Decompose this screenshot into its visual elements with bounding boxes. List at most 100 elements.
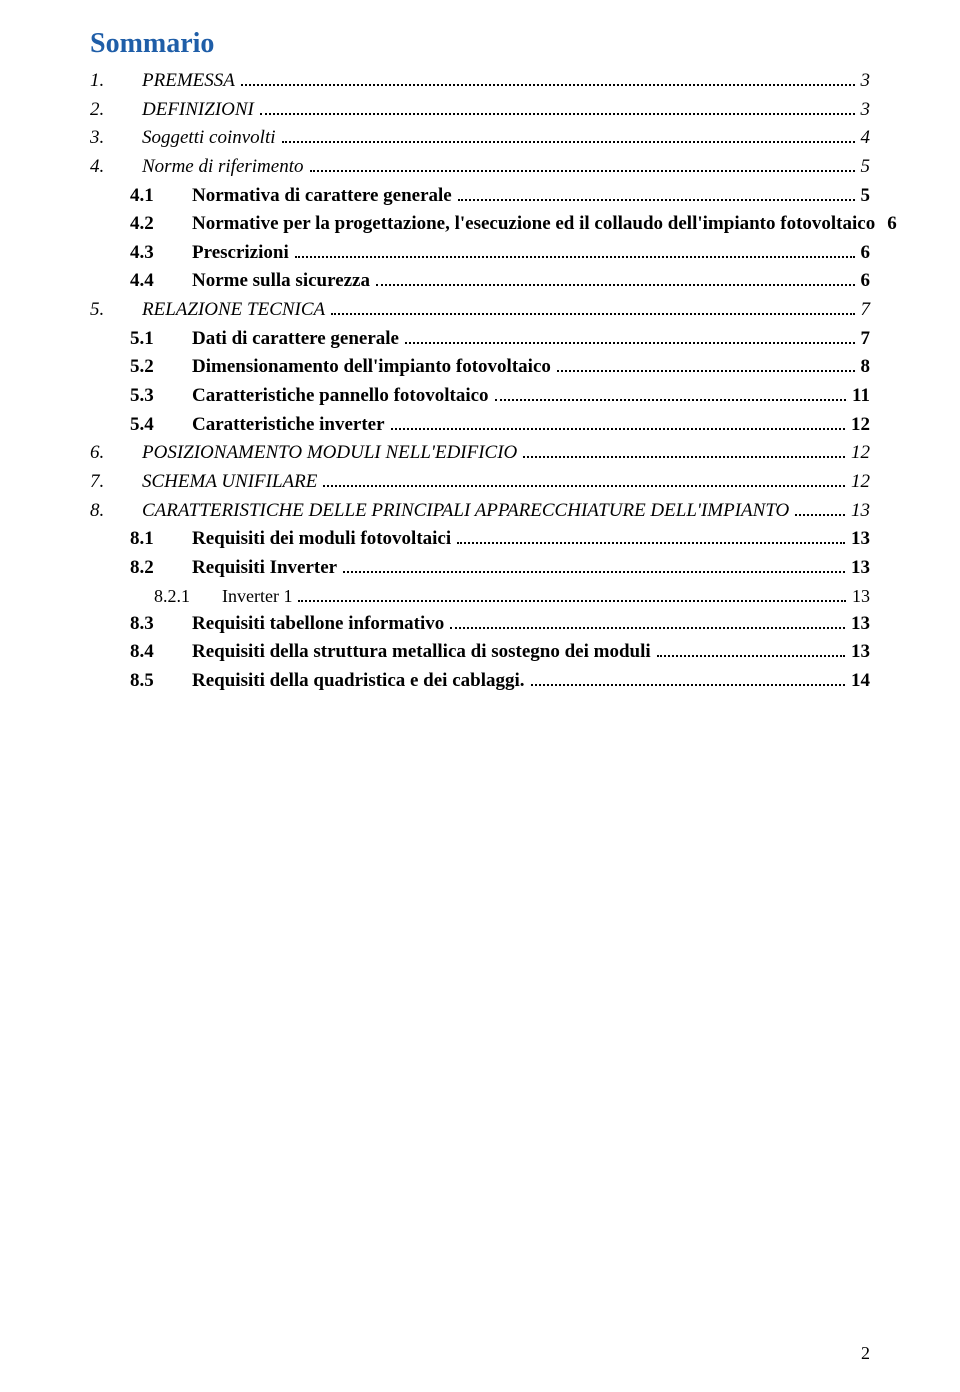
toc-entry-label: Requisiti tabellone informativo [192,611,444,637]
toc-entry-number: 8.1 [130,526,174,552]
toc-entry-page: 6 [887,211,897,237]
toc-leader [295,242,855,258]
toc-entry-label: Soggetti coinvolti [142,125,276,151]
toc-entry: 5.3 Caratteristiche pannello fotovoltaico… [130,383,870,409]
toc-entry-number: 4.4 [130,268,174,294]
toc-entry-number: 5.2 [130,354,174,380]
toc-leader [405,328,855,344]
toc-entry-label: RELAZIONE TECNICA [142,297,325,323]
toc-leader [323,471,845,487]
toc-entry: 5. RELAZIONE TECNICA 7 [90,297,870,323]
toc-entry-page: 5 [861,183,871,209]
toc-entry: 5.2 Dimensionamento dell'impianto fotovol… [130,354,870,380]
toc-entry-label: DEFINIZIONI [142,97,254,123]
toc-entry: 8.3 Requisiti tabellone informativo 13 [130,611,870,637]
toc-entry: 4.2Normative per la progettazione, l'ese… [130,211,870,237]
toc-entry-label: Requisiti dei moduli fotovoltaici [192,526,451,552]
toc-entry-page: 13 [851,498,870,524]
toc-entry-page: 3 [861,97,871,123]
toc-entry-page: 8 [861,354,871,380]
toc-leader [657,641,845,657]
toc-leader [343,557,845,573]
toc-entry-number: 7. [90,469,124,495]
table-of-contents: 1.PREMESSA32.DEFINIZIONI33.Soggetti coin… [90,68,870,694]
toc-leader [298,586,846,602]
toc-entry: 1.PREMESSA3 [90,68,870,94]
toc-entry-number: 5. [90,297,124,323]
toc-leader [458,184,855,200]
toc-entry-label: Dimensionamento dell'impianto fotovoltai… [192,354,551,380]
toc-entry-page: 13 [852,584,870,608]
toc-entry-number: 2. [90,97,124,123]
toc-leader [523,442,845,458]
toc-leader [260,98,855,114]
toc-entry: 8.2Requisiti Inverter13 [130,555,870,581]
toc-leader [450,613,845,629]
toc-entry-label: Caratteristiche pannello fotovoltaico [192,383,489,409]
toc-entry: 8.1 Requisiti dei moduli fotovoltaici 13 [130,526,870,552]
toc-entry-number: 4.3 [130,240,174,266]
toc-entry: 8.4 Requisiti della struttura metallica d… [130,639,870,665]
toc-leader [795,499,845,515]
toc-entry: 4.3Prescrizioni6 [130,240,870,266]
toc-entry: 4. Norme di riferimento 5 [90,154,870,180]
toc-entry-number: 6. [90,440,124,466]
toc-entry: 8.5 Requisiti della quadristica e dei cab… [130,668,870,694]
toc-leader [282,127,855,143]
toc-entry: 2. DEFINIZIONI 3 [90,97,870,123]
toc-entry-label: Norme sulla sicurezza [192,268,370,294]
toc-entry-number: 5.3 [130,383,174,409]
toc-entry-label: Normative per la progettazione, l'esecuz… [192,211,875,237]
toc-entry-label: Dati di carattere generale [192,326,399,352]
page-number: 2 [861,1343,870,1364]
toc-entry-page: 14 [851,668,870,694]
toc-entry-page: 7 [861,297,871,323]
toc-entry: 5.1Dati di carattere generale7 [130,326,870,352]
toc-entry-number: 4.2 [130,211,174,237]
toc-entry: 4.4 Norme sulla sicurezza 6 [130,268,870,294]
toc-entry-number: 8. [90,498,124,524]
toc-entry: 3. Soggetti coinvolti 4 [90,125,870,151]
toc-entry-page: 13 [851,639,870,665]
toc-entry-number: 8.3 [130,611,174,637]
toc-entry-label: Prescrizioni [192,240,289,266]
toc-entry-label: SCHEMA UNIFILARE [142,469,317,495]
toc-entry-label: Requisiti della struttura metallica di s… [192,639,651,665]
toc-entry: 5.4Caratteristiche inverter12 [130,412,870,438]
toc-entry-number: 3. [90,125,124,151]
toc-entry-label: CARATTERISTICHE DELLE PRINCIPALI APPAREC… [142,498,789,524]
toc-leader [457,528,845,544]
toc-leader [331,299,854,315]
toc-entry-page: 6 [861,268,871,294]
toc-entry: 8. CARATTERISTICHE DELLE PRINCIPALI APPAR… [90,498,870,524]
toc-entry-page: 12 [851,412,870,438]
toc-leader [531,670,845,686]
toc-entry: 4.1Normativa di carattere generale5 [130,183,870,209]
toc-entry-label: Norme di riferimento [142,154,304,180]
toc-entry: 8.2.1Inverter 113 [154,584,870,608]
toc-leader [391,413,845,429]
toc-entry-page: 13 [851,526,870,552]
toc-leader [495,385,846,401]
toc-entry-page: 5 [861,154,871,180]
toc-entry-label: Requisiti della quadristica e dei cablag… [192,668,525,694]
toc-entry-page: 13 [851,611,870,637]
toc-entry-number: 8.2.1 [154,584,208,608]
toc-title: Sommario [90,28,870,60]
toc-entry-label: Caratteristiche inverter [192,412,385,438]
toc-entry-number: 4.1 [130,183,174,209]
toc-leader [310,156,855,172]
toc-entry-page: 12 [851,440,870,466]
toc-entry-label: PREMESSA [142,68,235,94]
toc-entry: 6.POSIZIONAMENTO MODULI NELL'EDIFICIO12 [90,440,870,466]
toc-entry-number: 8.5 [130,668,174,694]
toc-entry-number: 8.4 [130,639,174,665]
toc-entry-label: Requisiti Inverter [192,555,337,581]
toc-entry-number: 4. [90,154,124,180]
toc-entry-page: 12 [851,469,870,495]
toc-entry-page: 13 [851,555,870,581]
toc-entry: 7. SCHEMA UNIFILARE 12 [90,469,870,495]
toc-entry-page: 4 [861,125,871,151]
toc-entry-page: 11 [852,383,870,409]
toc-entry-page: 3 [861,68,871,94]
